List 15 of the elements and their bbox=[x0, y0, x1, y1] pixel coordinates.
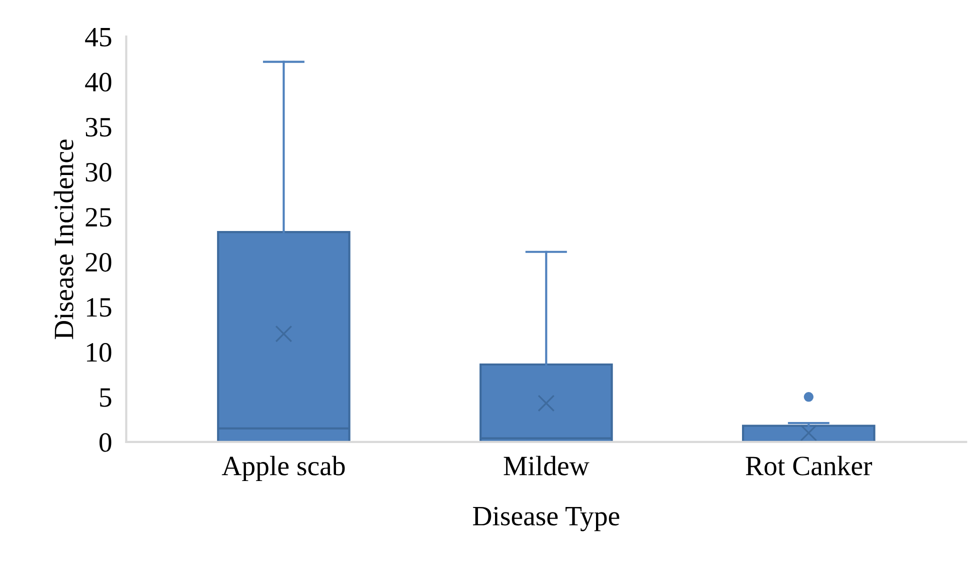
x-tick-label: Mildew bbox=[504, 456, 590, 476]
x-axis-title: Disease Type bbox=[472, 506, 620, 532]
y-tick-label: 15 bbox=[87, 298, 112, 317]
y-tick-label: 45 bbox=[85, 28, 112, 47]
x-tick-label: Apple scab bbox=[222, 456, 345, 482]
y-tick-label: 35 bbox=[86, 118, 112, 137]
y-axis-title: Disease Incidence bbox=[54, 140, 74, 340]
y-tick-label: 0 bbox=[100, 433, 112, 452]
y-tick-label: 40 bbox=[85, 72, 112, 92]
y-tick-label: 30 bbox=[86, 162, 112, 182]
y-tick-label: 5 bbox=[100, 388, 112, 407]
y-tick-label: 25 bbox=[86, 208, 112, 227]
x-tick-label: Rot Canker bbox=[746, 456, 872, 476]
y-tick-label: 20 bbox=[86, 252, 112, 272]
y-tick-label: 10 bbox=[87, 343, 112, 362]
